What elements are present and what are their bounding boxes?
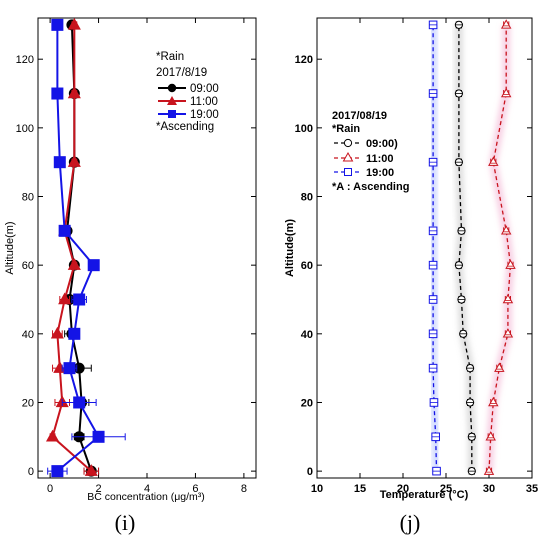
data-point xyxy=(67,17,81,30)
legend-marker-19 xyxy=(168,110,176,118)
y-tick-label: 120 xyxy=(295,54,313,66)
legend-note-ascending: *A : Ascending xyxy=(332,181,409,193)
data-point xyxy=(68,327,81,340)
series-1900 xyxy=(47,18,126,478)
axes: 0 20 40 60 80 100 120 10 15 20 25 30 35 xyxy=(295,18,538,495)
x-tick-label: 35 xyxy=(526,483,538,495)
data-point xyxy=(50,326,64,339)
data-point xyxy=(67,258,81,270)
legend-date: 2017/8/19 xyxy=(156,67,207,79)
legend-label-11: 11:00 xyxy=(190,96,218,108)
y-axis-label: Altitude(m) xyxy=(4,221,16,274)
chart-panel-i: 0 20 40 60 80 100 120 0 2 4 6 8 Altitude(m) BC conc… xyxy=(4,17,257,535)
y-tick-label: 60 xyxy=(301,260,313,272)
data-point xyxy=(58,224,71,237)
y-tick-label: 100 xyxy=(16,123,34,135)
axes: 0 20 40 60 80 100 120 0 2 4 6 8 xyxy=(16,18,256,495)
y-axis-label: Altitude(m) xyxy=(284,219,296,277)
data-point xyxy=(67,155,81,167)
y-tick-label: 20 xyxy=(22,397,34,409)
legend-label-09: 09:00) xyxy=(366,138,398,150)
legend-label-19: 19:00 xyxy=(366,167,394,179)
x-tick-label: 2 xyxy=(95,483,101,495)
legend-marker-09 xyxy=(167,83,177,93)
legend: *Rain 2017/8/19 09:00 11:00 19:00 *Ascen… xyxy=(156,51,219,133)
x-tick-label: 15 xyxy=(354,483,366,495)
x-tick-label: 10 xyxy=(311,483,323,495)
plot-frame xyxy=(316,17,533,479)
data-point xyxy=(45,429,60,442)
legend-marker-11 xyxy=(342,151,354,162)
legend-marker-09 xyxy=(343,138,353,148)
y-tick-label: 20 xyxy=(301,397,313,409)
data-point xyxy=(51,18,64,31)
legend-note-rain: *Rain xyxy=(332,123,360,135)
data-point xyxy=(84,464,98,476)
y-tick-label: 60 xyxy=(22,260,34,272)
series-layer xyxy=(45,17,126,478)
y-tick-label: 0 xyxy=(28,466,34,478)
series-1100 xyxy=(483,19,516,475)
x-axis-label: Temperature (°C) xyxy=(380,489,469,501)
legend-note-rain: *Rain xyxy=(156,51,184,63)
data-point xyxy=(92,430,105,443)
data-point xyxy=(53,156,66,169)
y-tick-label: 120 xyxy=(16,54,34,66)
x-tick-label: 6 xyxy=(192,483,198,495)
legend-label-09: 09:00 xyxy=(190,83,219,95)
data-point xyxy=(67,86,81,99)
series-1900 xyxy=(428,20,441,476)
series-layer xyxy=(428,19,516,476)
panel-label-j: (j) xyxy=(400,510,421,535)
data-point xyxy=(73,396,86,409)
legend-marker-19 xyxy=(344,168,352,176)
y-tick-label: 0 xyxy=(307,466,313,478)
legend: 2017/08/19 *Rain 09:00) 11:00 19:00 *A :… xyxy=(332,110,409,193)
y-tick-label: 40 xyxy=(301,329,313,341)
data-point xyxy=(63,362,76,375)
x-tick-label: 4 xyxy=(144,483,150,495)
series-0900 xyxy=(454,20,476,476)
legend-note-ascending: *Ascending xyxy=(156,121,214,133)
legend-label-11: 11:00 xyxy=(366,153,394,165)
legend-label-19: 19:00 xyxy=(190,109,219,121)
y-tick-label: 80 xyxy=(22,192,34,204)
x-tick-label: 0 xyxy=(47,483,53,495)
series-1100 xyxy=(45,17,100,476)
data-point xyxy=(51,87,64,100)
series-line xyxy=(458,24,473,472)
x-axis-label: BC concentration (μg/m³) xyxy=(87,491,205,503)
data-point xyxy=(51,465,64,478)
y-tick-label: 40 xyxy=(22,329,34,341)
y-tick-label: 100 xyxy=(295,123,313,135)
x-tick-label: 20 xyxy=(397,483,409,495)
data-point xyxy=(73,293,86,306)
series-line xyxy=(488,24,512,472)
legend-marker-11 xyxy=(167,96,177,105)
y-tick-label: 80 xyxy=(301,192,313,204)
x-tick-label: 8 xyxy=(241,483,247,495)
x-tick-label: 30 xyxy=(483,483,495,495)
legend-date: 2017/08/19 xyxy=(332,110,387,122)
x-tick-label: 25 xyxy=(440,483,452,495)
panel-label-i: (i) xyxy=(115,510,136,535)
data-point xyxy=(58,292,72,305)
data-point xyxy=(87,259,100,272)
